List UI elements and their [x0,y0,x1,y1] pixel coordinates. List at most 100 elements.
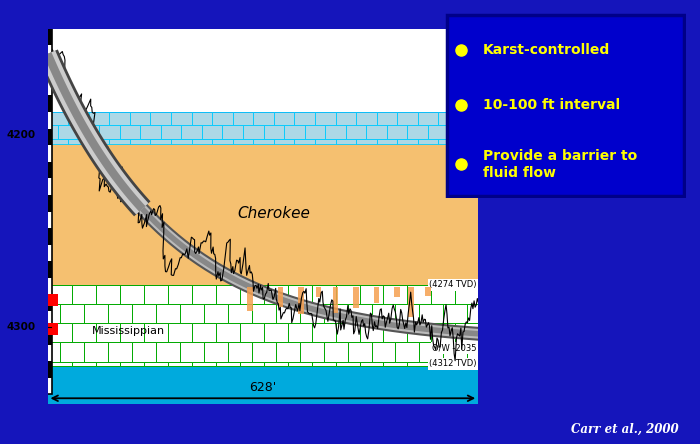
Bar [83,304,108,323]
Bar [48,342,60,362]
Bar [43,62,52,79]
Bar [48,144,478,285]
Bar [459,111,478,125]
Bar [360,285,384,304]
Bar [397,111,418,125]
Bar [155,342,180,362]
Text: 4300: 4300 [6,322,35,332]
Bar [395,304,419,323]
Bar [300,304,323,323]
Bar [387,125,407,139]
Text: (4312 TVD): (4312 TVD) [429,359,477,368]
Bar [456,323,478,342]
Bar [239,285,263,304]
Bar [180,342,204,362]
Bar [144,285,167,304]
Bar [192,362,216,365]
Bar [48,125,58,139]
Bar [395,287,400,297]
Bar [384,323,407,342]
Bar [130,111,150,125]
Bar [449,125,469,139]
Bar [212,111,232,125]
Bar [298,287,304,314]
Bar [323,342,347,362]
Text: Carr et al., 2000: Carr et al., 2000 [571,423,679,436]
Bar [48,285,71,304]
Bar [372,304,396,323]
Bar [216,285,239,304]
Bar [335,362,360,365]
Bar [109,139,130,144]
Text: 10-100 ft interval: 10-100 ft interval [483,99,620,112]
Bar [456,285,478,304]
Bar [407,362,431,365]
Bar [130,139,150,144]
Bar [43,228,52,245]
Bar [43,162,52,178]
Bar [43,212,52,228]
Bar [278,287,284,307]
Bar [243,125,263,139]
Bar [192,139,212,144]
Bar [204,304,228,323]
Bar [120,362,144,365]
Bar [78,125,99,139]
Bar [192,323,216,342]
Bar [216,362,239,365]
Bar [444,342,468,362]
Bar [120,125,140,139]
Bar [251,342,276,362]
Bar [253,139,274,144]
Bar [120,323,144,342]
Bar [419,304,444,323]
Bar [58,125,78,139]
Bar [43,79,52,95]
Bar [144,323,167,342]
Bar [96,285,120,304]
Text: Provide a barrier to
fluid flow: Provide a barrier to fluid flow [483,149,638,179]
Bar [96,362,120,365]
Bar [384,285,407,304]
Text: Mississippian: Mississippian [92,326,165,336]
Bar [109,111,130,125]
Bar [347,304,372,323]
Bar [335,139,356,144]
Bar [288,285,312,304]
Bar [408,287,414,317]
Bar [456,362,478,365]
Bar [372,342,396,362]
Bar [43,29,52,394]
Bar [468,304,478,323]
Bar [89,139,109,144]
Bar [438,139,459,144]
Bar [346,125,366,139]
Bar [332,287,338,313]
Bar [167,362,192,365]
Bar [71,362,96,365]
Bar [232,111,253,125]
Bar [304,125,326,139]
Bar [263,323,288,342]
Bar [43,45,52,62]
Bar [360,362,384,365]
Bar [284,125,304,139]
Bar [48,111,68,125]
Bar [204,342,228,362]
Bar [295,111,315,125]
Bar [397,139,418,144]
Bar [48,323,71,342]
Bar [180,304,204,323]
Bar [48,29,478,111]
Bar [366,125,387,139]
Bar [347,342,372,362]
Bar [251,304,276,323]
Text: Cherokee: Cherokee [237,206,310,221]
Bar [239,323,263,342]
Bar [43,112,52,129]
Bar [43,262,52,278]
Bar [150,139,171,144]
Bar [315,139,335,144]
Bar [43,145,52,162]
Bar [167,323,192,342]
